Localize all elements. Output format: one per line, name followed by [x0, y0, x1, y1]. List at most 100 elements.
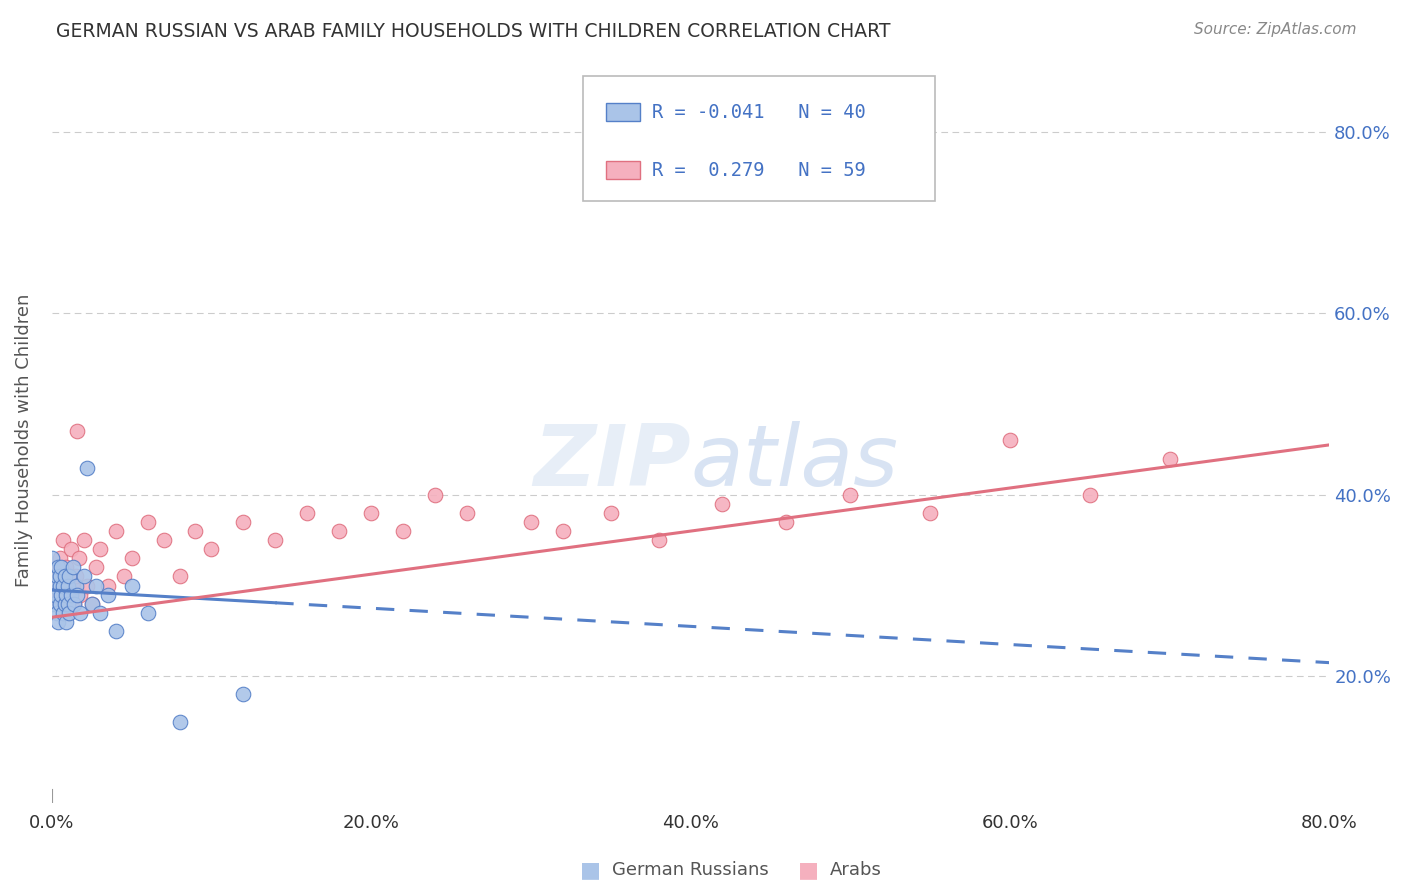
Point — [58, 569, 80, 583]
Point — [184, 524, 207, 538]
Point — [56, 578, 79, 592]
Point — [62, 560, 84, 574]
Point — [97, 578, 120, 592]
Point — [169, 569, 191, 583]
Point — [647, 533, 669, 548]
Point — [328, 524, 350, 538]
Point — [423, 488, 446, 502]
Point — [86, 560, 108, 574]
Point — [41, 569, 63, 583]
Point — [360, 506, 382, 520]
Point — [56, 606, 79, 620]
Point — [711, 497, 734, 511]
Text: R =  0.279   N = 59: R = 0.279 N = 59 — [652, 161, 866, 180]
Point — [48, 578, 70, 592]
Point — [42, 578, 65, 592]
Point — [73, 533, 96, 548]
Point — [46, 569, 69, 583]
Point — [232, 687, 254, 701]
Point — [48, 551, 70, 566]
Point — [53, 569, 76, 583]
Point — [41, 551, 63, 566]
Point — [52, 578, 75, 592]
Point — [51, 588, 73, 602]
Text: German Russians: German Russians — [612, 861, 768, 879]
Point — [918, 506, 941, 520]
Point — [48, 569, 70, 583]
Point — [55, 560, 77, 574]
Point — [62, 578, 84, 592]
Point — [63, 597, 86, 611]
Point — [44, 588, 66, 602]
Point — [104, 624, 127, 638]
Point — [52, 533, 75, 548]
Point — [775, 515, 797, 529]
Point — [51, 588, 73, 602]
Point — [65, 569, 87, 583]
Y-axis label: Family Households with Children: Family Households with Children — [15, 293, 32, 587]
Point — [46, 588, 69, 602]
Point — [48, 597, 70, 611]
Point — [63, 597, 86, 611]
Point — [51, 560, 73, 574]
Point — [232, 515, 254, 529]
Point — [599, 506, 621, 520]
Point — [41, 588, 63, 602]
Point — [520, 515, 543, 529]
Point — [46, 560, 69, 574]
Point — [44, 597, 66, 611]
Text: GERMAN RUSSIAN VS ARAB FAMILY HOUSEHOLDS WITH CHILDREN CORRELATION CHART: GERMAN RUSSIAN VS ARAB FAMILY HOUSEHOLDS… — [56, 22, 891, 41]
Text: Source: ZipAtlas.com: Source: ZipAtlas.com — [1194, 22, 1357, 37]
Point — [392, 524, 415, 538]
Point — [52, 606, 75, 620]
Point — [456, 506, 478, 520]
Point — [297, 506, 319, 520]
Point — [839, 488, 862, 502]
Point — [69, 588, 91, 602]
Point — [52, 569, 75, 583]
Point — [55, 615, 77, 629]
Point — [59, 588, 82, 602]
Point — [53, 578, 76, 592]
Point — [121, 551, 143, 566]
Text: R = -0.041   N = 40: R = -0.041 N = 40 — [652, 103, 866, 122]
Point — [1159, 451, 1181, 466]
Point — [80, 597, 103, 611]
Point — [58, 569, 80, 583]
Point — [80, 597, 103, 611]
Point — [169, 714, 191, 729]
Point — [200, 542, 222, 557]
Text: ZIP: ZIP — [533, 421, 690, 504]
Point — [45, 560, 67, 574]
Point — [76, 460, 98, 475]
Point — [41, 597, 63, 611]
Point — [152, 533, 174, 548]
Point — [56, 588, 79, 602]
Point — [69, 606, 91, 620]
Point — [46, 615, 69, 629]
Point — [89, 606, 111, 620]
Point — [89, 542, 111, 557]
Point — [136, 515, 159, 529]
Point — [551, 524, 574, 538]
Point — [136, 606, 159, 620]
Point — [86, 578, 108, 592]
Point — [56, 597, 79, 611]
Point — [65, 578, 87, 592]
Point — [1078, 488, 1101, 502]
Text: ■: ■ — [581, 860, 600, 880]
Point — [48, 597, 70, 611]
Text: ■: ■ — [799, 860, 818, 880]
Point — [67, 551, 90, 566]
Text: atlas: atlas — [690, 421, 898, 504]
Point — [59, 542, 82, 557]
Point — [66, 588, 89, 602]
Point — [55, 588, 77, 602]
Point — [53, 597, 76, 611]
Point — [45, 569, 67, 583]
Point — [264, 533, 287, 548]
Point — [121, 578, 143, 592]
Point — [76, 578, 98, 592]
Point — [58, 606, 80, 620]
Point — [97, 588, 120, 602]
